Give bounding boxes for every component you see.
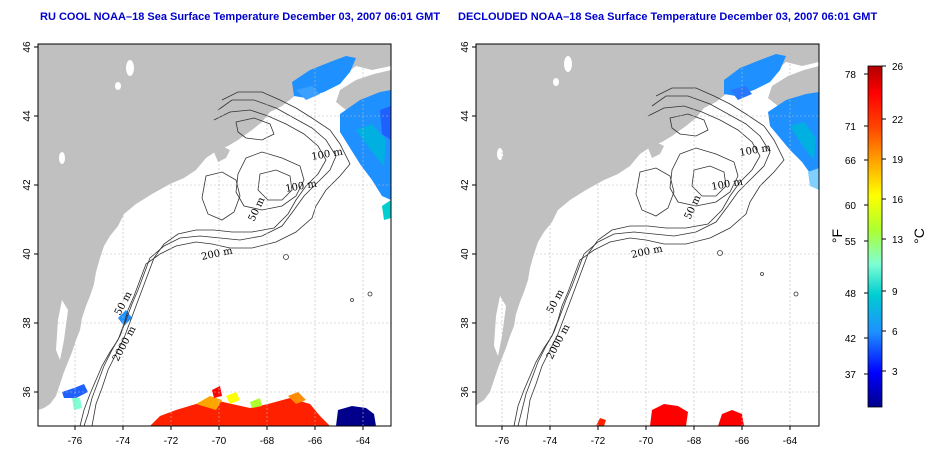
x-tick: -76 [68, 436, 83, 447]
sst-patches-right [596, 54, 819, 426]
celsius-tick: 22 [892, 115, 904, 126]
y-tick: 36 [22, 386, 33, 398]
right-plot-frame [475, 43, 820, 427]
land-cape-cod [648, 142, 664, 158]
x-tick: -72 [591, 436, 606, 447]
celsius-tick: 3 [892, 367, 898, 378]
x-tick: -68 [260, 436, 275, 447]
x-tick: -72 [164, 436, 179, 447]
x-tick: -64 [783, 436, 798, 447]
y-tick: 42 [22, 179, 33, 191]
x-tick: -64 [356, 436, 371, 447]
colorbar: 78 71 66 60 55 48 42 37 26 22 19 16 13 9… [829, 62, 927, 408]
colorbar-gradient [867, 65, 883, 408]
x-tick: -74 [116, 436, 131, 447]
y-tick: 46 [22, 41, 33, 53]
y-tick: 42 [460, 179, 471, 191]
celsius-tick: 13 [892, 235, 904, 246]
grid-lines [476, 44, 819, 426]
x-tick: -66 [735, 436, 750, 447]
bathymetry-contours [513, 87, 799, 426]
grid-lines [38, 44, 391, 426]
fahrenheit-tick: 71 [845, 122, 857, 133]
y-tick: 44 [22, 110, 33, 122]
y-tick: 40 [460, 248, 471, 260]
left-plot-frame [37, 43, 392, 427]
y-tick: 36 [460, 386, 471, 398]
celsius-tick: 26 [892, 62, 904, 73]
left-panel-title: RU COOL NOAA–18 Sea Surface Temperature … [40, 11, 441, 23]
fahrenheit-tick: 66 [845, 156, 857, 167]
fahrenheit-unit-label: °F [829, 229, 845, 243]
fahrenheit-tick: 37 [845, 370, 857, 381]
celsius-tick: 16 [892, 195, 904, 206]
x-tick: -76 [495, 436, 510, 447]
land-mass [38, 44, 391, 410]
y-tick: 44 [460, 110, 471, 122]
y-tick: 38 [460, 317, 471, 329]
bathymetry-contours [79, 91, 373, 426]
land-cape-cod [214, 146, 230, 162]
x-tick: -70 [639, 436, 654, 447]
fahrenheit-tick: 48 [845, 289, 857, 300]
land-mass [476, 44, 819, 406]
celsius-tick: 19 [892, 155, 904, 166]
x-tick: -68 [687, 436, 702, 447]
fahrenheit-tick: 42 [845, 334, 857, 345]
x-tick: -70 [212, 436, 227, 447]
fahrenheit-tick: 55 [845, 237, 857, 248]
fahrenheit-tick: 60 [845, 201, 857, 212]
right-map-panel: 100 m 100 m 50 m 200 m 50 m 2000 m -76 -… [460, 41, 820, 447]
x-tick: -74 [543, 436, 558, 447]
y-tick: 40 [22, 248, 33, 260]
celsius-tick: 9 [892, 287, 898, 298]
celsius-unit-label: °C [911, 228, 927, 244]
y-tick: 46 [460, 41, 471, 53]
y-tick: 38 [22, 317, 33, 329]
left-map-panel: 100 m 100 m 50 m 200 m 50 m 2000 m -76 -… [22, 41, 392, 447]
x-tick: -66 [308, 436, 323, 447]
fahrenheit-tick: 78 [845, 70, 857, 81]
sst-patches-left [62, 56, 391, 426]
right-panel-title: DECLOUDED NOAA–18 Sea Surface Temperatur… [458, 11, 878, 23]
celsius-tick: 6 [892, 327, 898, 338]
